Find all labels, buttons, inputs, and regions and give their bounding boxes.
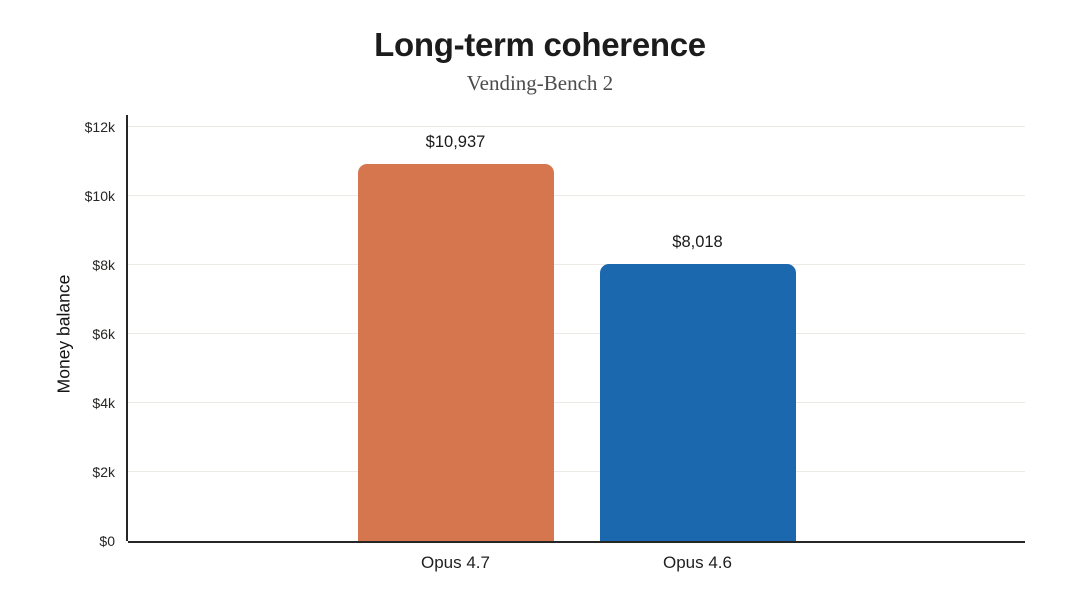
x-tick-label-opus-4-6: Opus 4.6 [663,553,732,572]
gridline-$6k [128,333,1025,334]
plot-area: $10,937 $8,018 [128,126,1025,543]
y-tick-label: $4k [92,395,115,412]
bar-group-opus-4-6: $8,018 [599,127,796,541]
bar-opus-4-6 [599,264,796,541]
y-axis-line [126,115,128,541]
gridline-$8k [128,264,1025,266]
chart-subtitle: Vending-Bench 2 [466,71,614,95]
bar-value-label: $10,937 [425,132,486,151]
y-axis-tick-labels: $0 $2k $4k $6k $8k $10k $12k [0,119,115,549]
y-tick-label: $10k [84,188,115,204]
bars-container: $10,937 $8,018 [128,127,1025,541]
y-tick-label: $8k [92,257,115,274]
bar-opus-4-7 [357,163,554,541]
gridline-$2k [128,471,1025,473]
y-tick-label: $2k [92,464,115,481]
gridline-$4k [128,402,1025,404]
y-tick-label: $12k [84,119,115,135]
chart-title: Long-term coherence [374,26,706,63]
x-tick-label-opus-4-7: Opus 4.7 [421,553,490,572]
gridline-$10k [128,195,1025,196]
bar-value-label: $8,018 [672,233,723,252]
x-axis-tick-labels: Opus 4.7 Opus 4.6 [128,553,1025,573]
bar-group-opus-4-7: $10,937 [357,127,554,541]
y-tick-label: $0 [99,533,115,549]
y-tick-label: $6k [92,326,115,342]
gridline-$12k [128,126,1025,127]
